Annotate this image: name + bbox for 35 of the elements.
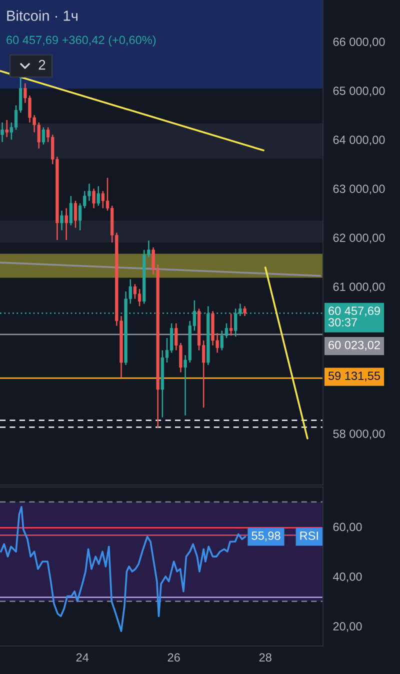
y-tick-label: 63 000,00 [333,184,385,194]
y-tick-label: 20,00 [333,622,362,632]
text: 60 457,69 +360,42 (+0,60%) [6,36,156,46]
y-tick-label: 58 000,00 [333,430,385,440]
y-tick-label: 65 000,00 [333,86,385,96]
ref-line-label: 59 131,55 [328,372,380,382]
legend-label: RSI [300,532,318,540]
candlestick [64,208,68,241]
candlestick [133,284,137,300]
candlestick [0,122,4,143]
ref-line-label: 60 457,69 30:37 [328,306,380,326]
y-tick-label: 60,00 [333,522,362,533]
candlestick [229,312,233,336]
candlestick [60,210,64,231]
x-tick-label: 26 [168,653,180,662]
candlestick [92,188,96,209]
candlestick [5,119,8,138]
candlestick [138,288,142,307]
x-tick-label: 28 [259,653,272,662]
candlestick [101,190,105,209]
candlestick [74,200,78,228]
y-tick-label: 64 000,00 [333,136,385,146]
y-tick-label: 62 000,00 [333,234,385,244]
y-tick-label: 61 000,00 [333,282,385,292]
x-tick-label: 24 [76,653,89,662]
candlestick [69,195,72,226]
candlestick [243,306,246,317]
candlestick [42,126,46,146]
data-label: 55,98 [252,532,280,542]
annotation: 2 [38,60,46,70]
y-tick-label: 66 000,00 [333,38,385,48]
ref-line-label: 60 023,02 [328,340,380,351]
y-tick-label: 40,00 [332,572,362,582]
text: Bitcoin · 1ч [7,10,78,21]
candlestick [96,186,100,206]
